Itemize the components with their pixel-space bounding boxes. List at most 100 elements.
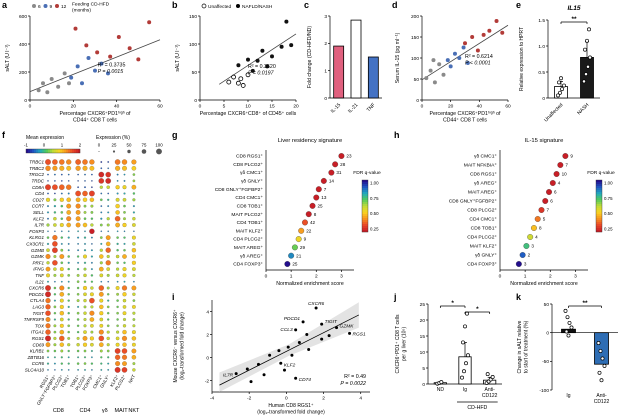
svg-text:50: 50 [544,302,550,308]
svg-text:RGS1: RGS1 [353,331,366,337]
svg-text:TOB1⁺: TOB1⁺ [69,373,81,388]
data-point [424,76,429,81]
data-point [100,362,103,365]
svg-text:Ig: Ig [463,387,467,393]
svg-text:25: 25 [292,262,298,267]
data-point [131,184,137,190]
data-point [236,63,241,68]
data-point [123,236,126,239]
data-point [116,236,119,239]
data-point [41,81,45,86]
data-point [100,230,103,233]
data-point [60,217,64,220]
svg-text:5: 5 [223,104,226,110]
data-point [132,305,136,309]
data-point [565,315,570,320]
data-point [76,280,80,283]
svg-text:γδ AREG⁺: γδ AREG⁺ [240,253,263,259]
data-point [240,83,246,88]
svg-text:10: 10 [420,350,426,356]
data-point [106,217,110,221]
svg-text:10: 10 [562,172,568,177]
data-point [90,342,94,347]
data-point [60,280,63,283]
data-point [246,57,250,62]
data-point [131,254,136,259]
data-point [320,337,324,341]
data-point [335,326,339,330]
svg-text:Human CD8 RGS1⁺: Human CD8 RGS1⁺ [268,403,314,409]
svg-text:1: 1 [61,143,64,148]
data-point [91,261,93,264]
data-point [596,341,601,345]
svg-text:CX3CR1: CX3CR1 [26,242,44,247]
data-point [67,274,71,277]
svg-text:CCL3: CCL3 [280,327,293,333]
svg-text:GZMB: GZMB [31,248,44,253]
svg-text:3: 3 [340,274,343,280]
data-point [106,343,110,347]
data-point [115,254,120,259]
data-point [90,362,94,365]
data-point [89,197,95,202]
svg-text:Unaffected: Unaffected [208,4,231,10]
svg-text:Percentage CXCR6⁺PD1ʰⁱᵍʰ of: Percentage CXCR6⁺PD1ʰⁱᵍʰ of [429,110,501,117]
svg-text:25: 25 [318,203,324,208]
data-point [236,80,241,86]
data-point [546,189,552,195]
svg-text:Normalized enrichment score: Normalized enrichment score [276,281,344,287]
data-point [301,320,305,324]
data-point [83,210,87,214]
data-point [47,211,49,214]
data-point [82,342,88,347]
svg-text:CD-HFD: CD-HFD [467,405,487,411]
data-point [279,44,284,49]
data-point [131,235,136,240]
data-point [115,336,120,341]
svg-text:(log₂-transformed fold change): (log₂-transformed fold change) [257,410,325,416]
svg-text:CD4 FOXP3⁺: CD4 FOXP3⁺ [467,262,497,268]
data-point [59,298,64,303]
svg-text:CTLA4: CTLA4 [30,298,45,303]
data-point [279,361,283,365]
data-point [466,353,470,358]
data-point [115,286,120,290]
svg-text:KLRG1: KLRG1 [29,235,44,240]
svg-text:per g liver (10⁵): per g liver (10⁵) [402,327,408,362]
svg-text:PDCD1: PDCD1 [29,292,45,297]
data-point [99,342,104,347]
svg-text:KLRB1: KLRB1 [30,349,45,354]
data-point [59,165,65,171]
data-point [487,28,492,33]
data-point [122,267,127,272]
data-point [67,330,70,334]
data-point [84,356,86,359]
svg-text:15: 15 [269,104,275,110]
data-point [67,369,70,371]
data-point [106,286,110,290]
svg-text:50: 50 [127,143,132,148]
data-point [67,230,70,233]
svg-text:TOX: TOX [35,323,45,328]
data-point [60,242,63,245]
panel-f-gene-dotplot: f Mean expression -1 0 1 2 Expression (%) 0 25 50… [0,130,170,420]
data-point [67,280,70,283]
data-point [107,205,110,207]
data-point [47,280,49,283]
data-point [75,190,81,197]
data-point [562,83,566,88]
svg-text:R² = 0.3520: R² = 0.3520 [248,64,276,70]
svg-text:CD8: CD8 [53,408,64,414]
svg-text:CD27: CD27 [32,197,44,202]
data-point [67,261,70,264]
data-point [45,310,51,316]
data-point [98,291,104,297]
data-point [100,242,103,245]
data-point [77,186,79,189]
data-point [131,248,137,253]
data-point [77,236,80,239]
data-point [86,56,91,60]
data-point [294,376,298,380]
data-point [66,159,72,165]
data-point [105,260,111,266]
